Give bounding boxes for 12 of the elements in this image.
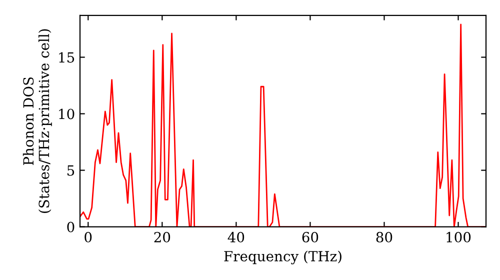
y-axis-title: Phonon DOS (States/THz·primitive cell) — [22, 29, 52, 213]
x-tick-label: 100 — [446, 232, 471, 242]
x-tick-label: 40 — [228, 232, 244, 242]
x-tick-label: 80 — [376, 232, 392, 242]
x-tick-label: 0 — [84, 232, 92, 242]
x-axis-title: Frequency (THz) — [224, 250, 342, 264]
y-tick-label: 15 — [59, 52, 74, 63]
x-tick-label: 60 — [302, 232, 318, 242]
x-tick-label: 20 — [154, 232, 170, 242]
y-tick-label: 5 — [67, 165, 74, 176]
y-tick-label: 0 — [67, 222, 74, 232]
y-tick-label: 10 — [59, 108, 74, 120]
